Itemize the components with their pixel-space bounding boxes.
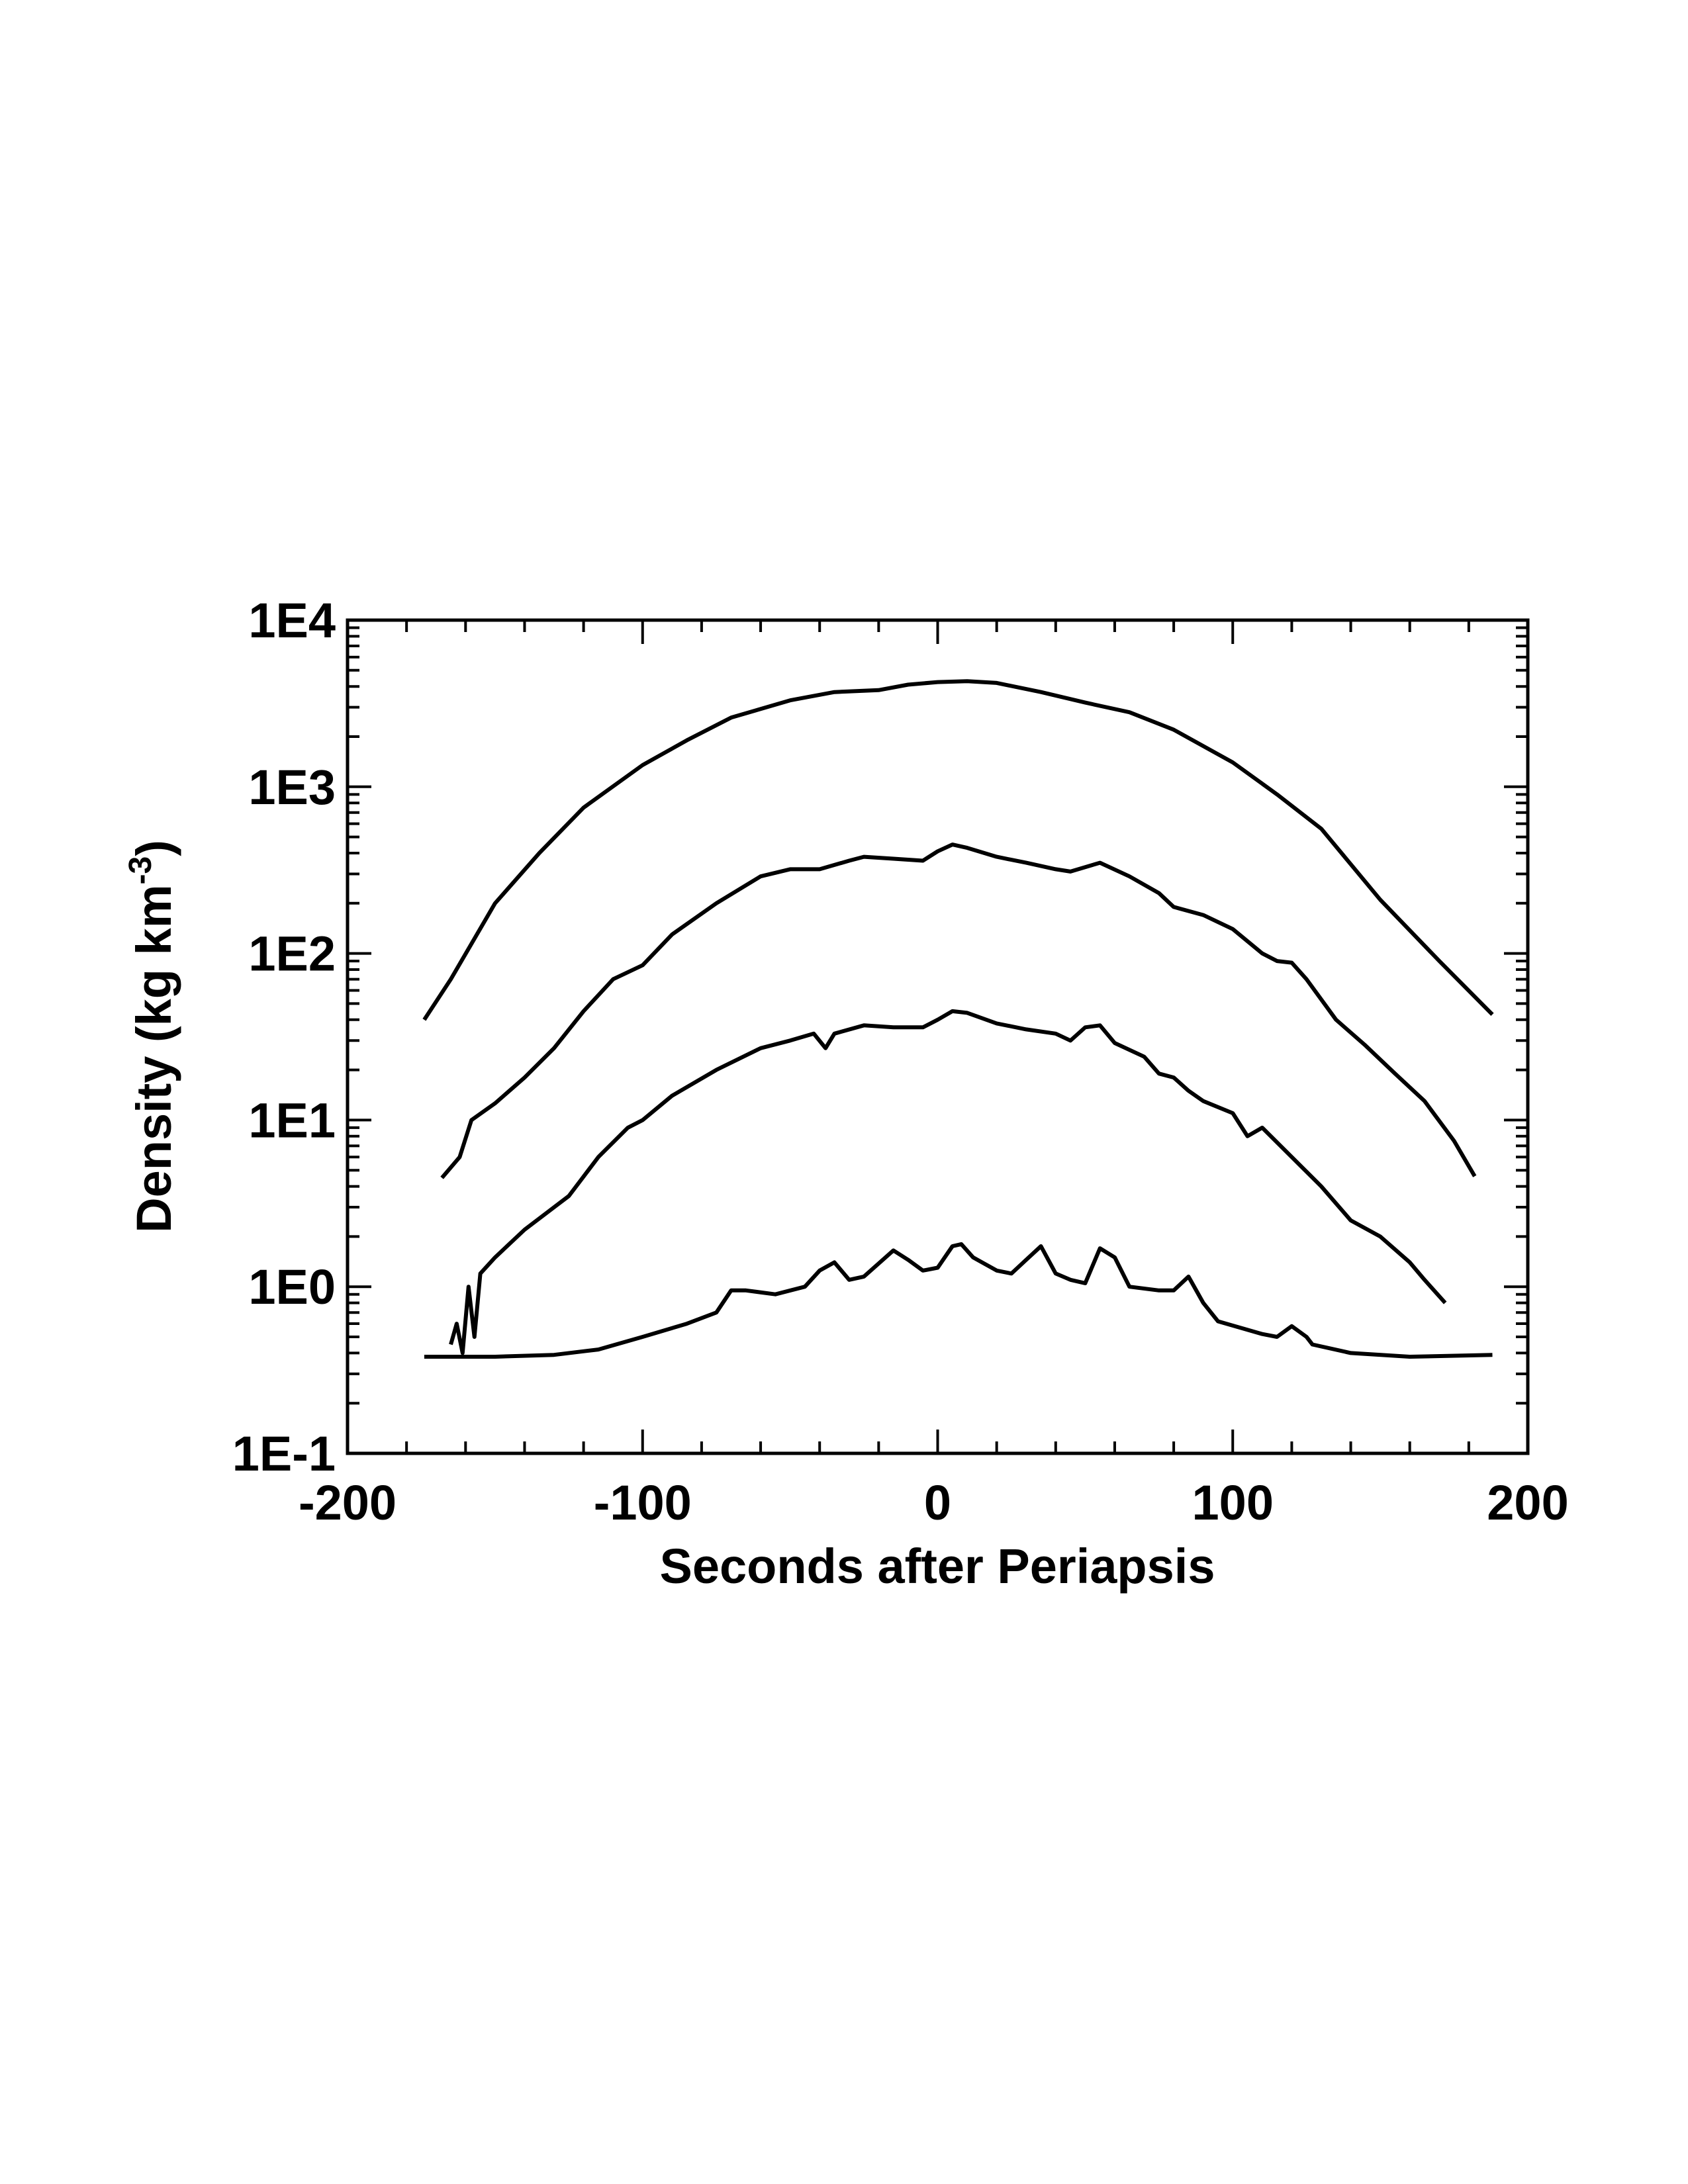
series-curve-2 xyxy=(440,842,1477,1179)
x-tick-label: -100 xyxy=(594,1475,692,1530)
x-tick-label: 0 xyxy=(924,1475,951,1530)
y-tick-label: 1E0 xyxy=(248,1259,336,1314)
y-tick-label: 1E-1 xyxy=(232,1426,336,1481)
axis-ticks xyxy=(346,619,1529,1455)
y-tick-label: 1E1 xyxy=(248,1093,336,1148)
y-axis-label-main: Density (kg km xyxy=(126,884,181,1232)
y-axis-label-close: ) xyxy=(126,840,181,856)
series-curve-3 xyxy=(449,1009,1447,1355)
x-tick-label: 100 xyxy=(1192,1475,1274,1530)
y-tick-label: 1E2 xyxy=(248,927,336,981)
series-curve-1 xyxy=(422,679,1494,1021)
y-tick-label: 1E4 xyxy=(248,593,336,648)
x-tick-labels: -200 -100 0 100 200 xyxy=(299,1475,1569,1530)
x-axis-label: Seconds after Periapsis xyxy=(659,1539,1215,1594)
series-curve-4 xyxy=(424,1242,1493,1359)
x-tick-label: 200 xyxy=(1487,1475,1568,1530)
x-tick-label: -200 xyxy=(299,1475,397,1530)
series-lines xyxy=(422,679,1494,1359)
y-axis-label: Density (kg km-3) xyxy=(123,840,181,1233)
y-axis-label-sup: -3 xyxy=(123,856,158,885)
plot-frame xyxy=(346,618,1530,1455)
y-tick-label: 1E3 xyxy=(248,760,336,815)
y-tick-labels: 1E-1 1E0 1E1 1E2 1E3 1E4 xyxy=(232,593,336,1481)
